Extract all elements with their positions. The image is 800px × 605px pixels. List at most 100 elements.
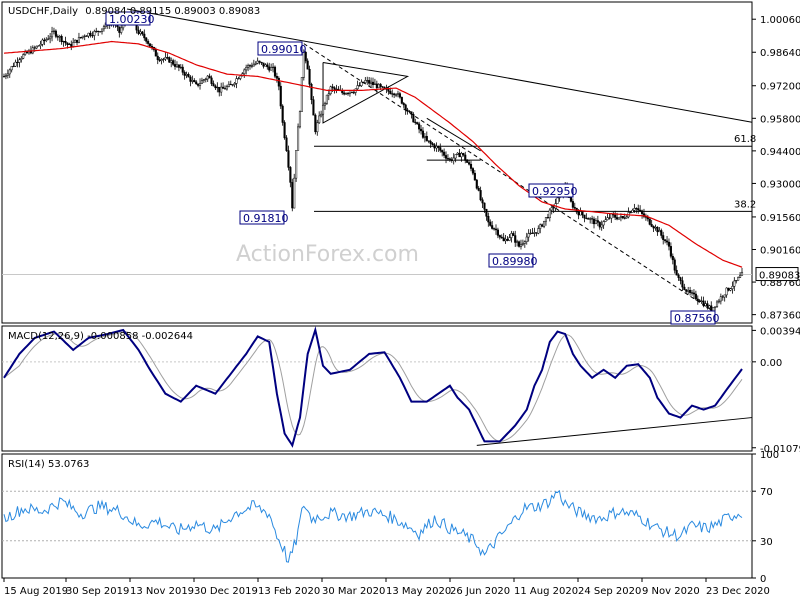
- candle-body: [606, 217, 609, 221]
- candle-body: [24, 51, 27, 55]
- candle-body: [183, 72, 186, 76]
- candle-body: [210, 77, 213, 84]
- price-axis-label: 0.91560: [760, 213, 800, 224]
- candle-body: [170, 60, 173, 63]
- candle-body: [97, 30, 100, 32]
- candle-body: [443, 151, 446, 156]
- candle-body: [619, 216, 622, 218]
- macd-trendline: [476, 417, 753, 446]
- candle-body: [425, 136, 428, 141]
- candle-body: [262, 62, 265, 67]
- candle-body: [166, 57, 169, 59]
- candle-body: [373, 83, 376, 85]
- candle-body: [50, 31, 54, 38]
- candle-body: [498, 235, 501, 238]
- candle-body: [721, 296, 724, 298]
- candle-body: [735, 279, 738, 282]
- candle-body: [312, 99, 315, 116]
- candle-body: [393, 93, 396, 96]
- candle-body: [395, 94, 398, 96]
- candle-body: [283, 122, 286, 139]
- candle-body: [281, 105, 284, 123]
- candle-body: [89, 32, 92, 36]
- candle-body: [608, 217, 611, 219]
- candle-body: [364, 80, 367, 83]
- candle-body: [633, 208, 636, 211]
- candle-body: [298, 111, 302, 128]
- candle-body: [714, 306, 717, 308]
- candle-body: [523, 241, 526, 244]
- candle-body: [690, 292, 694, 294]
- candle-body: [450, 159, 453, 161]
- candle-body: [729, 288, 732, 291]
- price-axis-label: 0.97200: [760, 82, 800, 93]
- candle-body: [200, 80, 204, 84]
- ohlc-values: 0.89084 0.89115 0.89003 0.89083: [85, 6, 260, 17]
- candle-body: [54, 30, 57, 37]
- candle-body: [398, 93, 401, 98]
- candle-body: [414, 121, 417, 123]
- candle-body: [546, 217, 549, 219]
- candle-body: [245, 67, 248, 71]
- candle-body: [254, 63, 257, 65]
- candle-body: [26, 51, 29, 54]
- candle-body: [360, 81, 363, 86]
- candle-body: [635, 208, 638, 210]
- candle-body: [508, 237, 511, 241]
- candle-body: [266, 64, 269, 68]
- candle-body: [270, 67, 273, 71]
- candle-body: [375, 83, 378, 89]
- candle-body: [506, 238, 509, 241]
- candle-body: [191, 80, 194, 82]
- candle-body: [658, 230, 661, 233]
- candle-body: [502, 237, 505, 242]
- level-label-0.87560: 0.87560: [674, 312, 720, 325]
- candle-body: [66, 42, 69, 45]
- candle-body: [35, 45, 38, 49]
- candle-body: [516, 241, 519, 243]
- candle-body: [556, 197, 559, 204]
- candle-body: [247, 65, 250, 68]
- candle-body: [671, 256, 674, 261]
- candle-body: [75, 39, 79, 43]
- candle-body: [642, 213, 646, 217]
- candle-body: [625, 216, 628, 219]
- candle-body: [20, 58, 23, 61]
- x-axis-label: 26 Jun 2020: [450, 586, 510, 597]
- candle-body: [614, 214, 617, 218]
- candle-body: [587, 218, 590, 220]
- candle-body: [268, 66, 271, 71]
- level-box-0.91810: [239, 210, 285, 225]
- candle-body: [717, 300, 720, 303]
- candle-body: [168, 57, 171, 63]
- candle-body: [368, 80, 371, 84]
- candle-body: [250, 65, 253, 67]
- candle-body: [302, 51, 305, 78]
- candle-body: [287, 150, 290, 168]
- candle-body: [654, 226, 657, 229]
- candle-body: [193, 80, 196, 83]
- candle-body: [56, 36, 59, 38]
- candle-body: [173, 64, 177, 67]
- candle-body: [277, 77, 280, 87]
- candle-body: [464, 154, 467, 161]
- candle-body: [314, 114, 317, 133]
- candle-body: [68, 43, 71, 46]
- candle-body: [83, 35, 86, 37]
- candle-body: [12, 65, 15, 68]
- candle-body: [296, 126, 300, 151]
- level-box-0.99010: [257, 41, 303, 56]
- candle-body: [70, 43, 73, 47]
- candle-body: [2, 76, 6, 78]
- candle-body: [396, 93, 400, 95]
- price-info-text: USDCHF,Daily 0.89084 0.89115 0.89003 0.8…: [8, 6, 260, 17]
- candle-body: [304, 51, 307, 62]
- candle-body: [458, 152, 461, 158]
- candle-body: [87, 32, 90, 37]
- candle-body: [454, 154, 457, 159]
- level-label-0.91810: 0.91810: [243, 212, 289, 225]
- candle-body: [468, 162, 471, 165]
- candle-body: [404, 104, 407, 111]
- candle-body: [487, 216, 490, 223]
